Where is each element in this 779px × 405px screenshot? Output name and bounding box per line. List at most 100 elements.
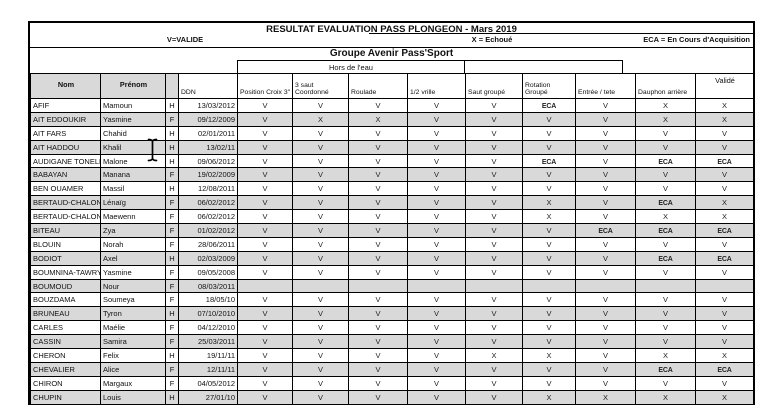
cell-3-saut-coordonne[interactable]: V [292,153,349,169]
col-header-ddn[interactable]: DDN [178,73,238,99]
cell-nom[interactable]: BERTAUD-CHALON [30,209,101,225]
cell-roulade[interactable]: V [348,195,408,211]
cell-rotation-groupe[interactable]: X [522,348,576,363]
col-header-dauphon-arriere[interactable]: Dauphon arrière [635,73,696,99]
cell-position-croix[interactable]: V [237,209,293,225]
cell-3-saut-coordonne[interactable]: V [292,98,349,113]
cell-demi-vrille[interactable]: V [407,125,466,141]
cell-ddn[interactable]: 25/03/2011 [178,334,238,350]
cell-prenom[interactable]: Malone [100,153,166,169]
cell-dauphon-arriere[interactable]: ECA [635,223,696,238]
cell-rotation-groupe[interactable]: X [522,209,576,225]
cell-saut-groupe[interactable]: V [465,195,523,211]
cell-valide[interactable]: X [695,348,754,363]
cell-dauphon-arriere[interactable]: X [635,98,696,113]
cell-prenom[interactable]: Margaux [100,375,166,391]
cell-demi-vrille[interactable]: V [407,306,466,322]
cell-saut-groupe[interactable]: V [465,153,523,169]
cell-sexe[interactable]: H [165,306,179,322]
cell-prenom[interactable]: Massil [100,181,166,197]
cell-dauphon-arriere[interactable]: V [635,292,696,308]
cell-demi-vrille[interactable]: V [407,111,466,127]
cell-nom[interactable]: BERTAUD-CHALON [30,195,101,211]
cell-dauphon-arriere[interactable]: ECA [635,153,696,169]
cell-demi-vrille[interactable]: V [407,292,466,308]
cell-valide[interactable]: V [695,125,754,141]
cell-3-saut-coordonne[interactable]: V [292,250,349,266]
cell-ddn[interactable]: 06/02/2012 [178,195,238,211]
cell-3-saut-coordonne[interactable]: V [292,264,349,280]
cell-ddn[interactable]: 13/03/2012 [178,98,238,113]
cell-prenom[interactable]: Norah [100,236,166,252]
cell-saut-groupe[interactable]: V [465,209,523,225]
cell-rotation-groupe[interactable]: V [522,292,576,308]
cell-sexe[interactable]: F [165,334,179,350]
cell-entree-tete[interactable]: V [575,250,636,266]
cell-sexe[interactable]: H [165,348,179,363]
cell-nom[interactable]: AIT HADDOU [30,139,101,155]
cell-prenom[interactable]: Axel [100,250,166,266]
cell-position-croix[interactable]: V [237,139,293,155]
cell-ddn[interactable]: 09/06/2012 [178,153,238,169]
cell-ddn[interactable]: 13/02/11 [178,139,238,155]
cell-3-saut-coordonne[interactable]: V [292,195,349,211]
cell-entree-tete[interactable]: V [575,264,636,280]
col-header-nom[interactable]: Nom [30,73,101,99]
cell-ddn[interactable]: 04/12/2010 [178,320,238,336]
cell-position-croix[interactable]: V [237,181,293,197]
cell-dauphon-arriere[interactable]: V [635,264,696,280]
cell-rotation-groupe[interactable]: X [522,389,576,405]
cell-sexe[interactable]: H [165,139,179,155]
col-header-sexe[interactable] [165,73,179,99]
cell-entree-tete[interactable] [575,278,636,294]
cell-3-saut-coordonne[interactable]: V [292,348,349,363]
cell-position-croix[interactable]: V [237,334,293,350]
cell-3-saut-coordonne[interactable] [292,278,349,294]
cell-demi-vrille[interactable]: V [407,167,466,183]
cell-rotation-groupe[interactable]: V [522,236,576,252]
cell-ddn[interactable]: 01/02/2012 [178,223,238,238]
cell-entree-tete[interactable]: ECA [575,223,636,238]
cell-position-croix[interactable]: V [237,389,293,405]
cell-sexe[interactable]: H [165,153,179,169]
cell-nom[interactable]: AUDIGANE TONELLO [30,153,101,169]
cell-roulade[interactable]: V [348,223,408,238]
cell-position-croix[interactable]: V [237,125,293,141]
cell-valide[interactable]: V [695,181,754,197]
col-header-prenom[interactable]: Prénom [100,73,166,99]
cell-sexe[interactable]: F [165,111,179,127]
cell-valide[interactable]: X [695,209,754,225]
cell-ddn[interactable]: 12/08/2011 [178,181,238,197]
cell-prenom[interactable]: Nour [100,278,166,294]
cell-nom[interactable]: BLOUIN [30,236,101,252]
cell-dauphon-arriere[interactable]: X [635,389,696,405]
cell-roulade[interactable]: V [348,98,408,113]
cell-entree-tete[interactable]: V [575,348,636,363]
cell-sexe[interactable]: F [165,320,179,336]
cell-roulade[interactable]: X [348,111,408,127]
cell-saut-groupe[interactable]: X [465,348,523,363]
cell-rotation-groupe[interactable]: ECA [522,98,576,113]
cell-dauphon-arriere[interactable]: V [635,375,696,391]
cell-3-saut-coordonne[interactable]: V [292,334,349,350]
col-header-position-croix[interactable]: Position Croix 3" [237,73,293,99]
col-header-saut-groupe[interactable]: Saut groupé [465,73,523,99]
cell-3-saut-coordonne[interactable]: V [292,125,349,141]
cell-valide[interactable]: ECA [695,250,754,266]
cell-saut-groupe[interactable]: V [465,98,523,113]
cell-rotation-groupe[interactable]: V [522,181,576,197]
cell-saut-groupe[interactable]: V [465,236,523,252]
cell-3-saut-coordonne[interactable]: V [292,389,349,405]
cell-demi-vrille[interactable]: V [407,223,466,238]
cell-ddn[interactable]: 04/05/2012 [178,375,238,391]
cell-valide[interactable]: V [695,139,754,155]
cell-dauphon-arriere[interactable]: X [635,209,696,225]
cell-valide[interactable]: X [695,389,754,405]
cell-entree-tete[interactable]: V [575,334,636,350]
cell-dauphon-arriere[interactable] [635,278,696,294]
cell-rotation-groupe[interactable]: V [522,375,576,391]
cell-sexe[interactable]: F [165,236,179,252]
cell-dauphon-arriere[interactable]: V [635,167,696,183]
cell-rotation-groupe[interactable]: V [522,361,576,377]
cell-entree-tete[interactable]: V [575,139,636,155]
